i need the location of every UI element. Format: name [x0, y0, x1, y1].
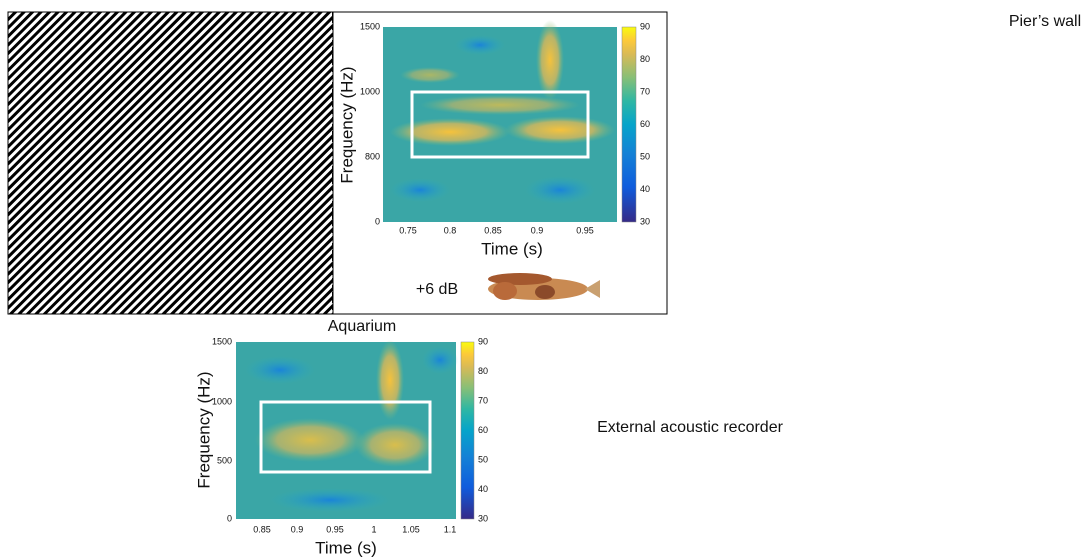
colorbar-tick-label: 40 — [478, 484, 488, 494]
colorbar-tick-label: 50 — [640, 151, 650, 161]
x-tick-label: 0.9 — [291, 524, 304, 534]
spectrogram — [383, 20, 617, 222]
location-label: Pier’s wall — [1009, 13, 1081, 30]
colorbar-tick-label: 30 — [640, 216, 650, 226]
location-label: Aquarium — [328, 318, 396, 335]
colorbar-tick-label: 40 — [640, 184, 650, 194]
colorbar-tick-label: 60 — [478, 425, 488, 435]
y-tick-label: 1000 — [360, 86, 380, 96]
y-axis-label: Frequency (Hz) — [194, 371, 213, 488]
colorbar-tick-label: 70 — [478, 395, 488, 405]
x-tick-label: 0.75 — [399, 225, 417, 235]
y-tick-label: 1500 — [212, 336, 232, 346]
y-tick-label: 800 — [365, 151, 380, 161]
x-tick-label: 0.95 — [576, 225, 594, 235]
colorbar-tick-label: 80 — [640, 54, 650, 64]
colorbar — [460, 341, 475, 520]
device-label: External acoustic recorder — [597, 419, 784, 436]
x-tick-label: 0.8 — [444, 225, 457, 235]
x-tick-label: 0.9 — [531, 225, 544, 235]
x-tick-label: 0.85 — [484, 225, 502, 235]
x-axis-label: Time (s) — [481, 239, 543, 258]
colorbar-tick-label: 90 — [640, 21, 650, 31]
x-tick-label: 1 — [371, 524, 376, 534]
y-tick-label: 0 — [227, 513, 232, 523]
fish-icon — [488, 273, 600, 300]
hatched-area — [7, 11, 334, 315]
colorbar-tick-label: 30 — [478, 513, 488, 523]
x-tick-label: 1.05 — [402, 524, 420, 534]
x-tick-label: 1.1 — [444, 524, 457, 534]
x-tick-label: 0.95 — [326, 524, 344, 534]
y-tick-label: 1000 — [212, 396, 232, 406]
colorbar-tick-label: 70 — [640, 86, 650, 96]
colorbar-tick-label: 50 — [478, 454, 488, 464]
x-tick-label: 0.85 — [253, 524, 271, 534]
x-axis-label: Time (s) — [315, 538, 377, 557]
spectrogram — [236, 340, 458, 519]
colorbar — [621, 26, 637, 223]
y-tick-label: 500 — [217, 455, 232, 465]
colorbar-tick-label: 90 — [478, 336, 488, 346]
colorbar-tick-label: 80 — [478, 366, 488, 376]
y-tick-label: 1500 — [360, 21, 380, 31]
colorbar-tick-label: 60 — [640, 119, 650, 129]
y-tick-label: 0 — [375, 216, 380, 226]
gain-label: +6 dB — [416, 281, 458, 298]
y-axis-label: Frequency (Hz) — [337, 66, 356, 183]
